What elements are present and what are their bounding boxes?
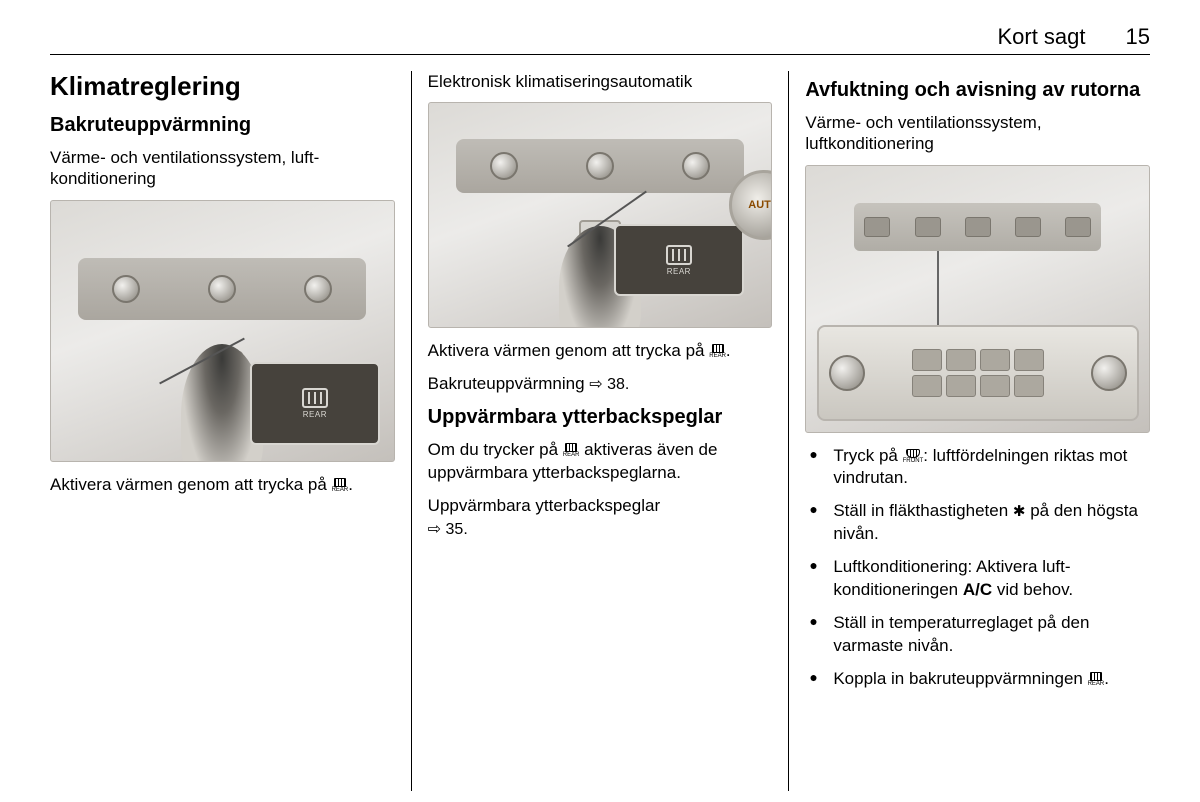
h2-avfuktning: Avfuktning och avisning av rutorna [805,79,1150,102]
dial-icon [112,275,140,303]
rear-label: REAR [667,267,691,276]
front-defrost-icon: FRONT [903,449,924,464]
callout-line-icon [937,251,939,331]
text: Uppvärmbara ytterbackspeglar [428,496,660,515]
h1-klimatreglering: Klimatreglering [50,71,395,102]
dial-icon [829,355,865,391]
hvac-panel [456,139,744,193]
xref-icon: ⇨ 38. [589,376,629,393]
text: Ställ in temperaturreglaget på den varma… [833,613,1089,655]
subhead-c1: Värme- och ventilationssystem, luft­kond… [50,147,395,190]
paragraph-c2-ref1: Bakruteuppvärmning ⇨ 38. [428,373,773,396]
paragraph-c2-ref2: Uppvärmbara ytterbackspeglar ⇨ 35. [428,495,773,541]
dial-icon [208,275,236,303]
dial-icon [304,275,332,303]
button-icon [1014,375,1044,397]
text: Ställ in fläkthastigheten [833,501,1013,520]
dial-icon [1091,355,1127,391]
text: Koppla in bakruteupp­värmningen [833,669,1087,688]
rear-defrost-icon: REAR [332,478,349,493]
callout-rear-button: REAR [614,224,744,296]
button-grid [896,349,1060,397]
page-header: Kort sagt 15 [50,24,1150,55]
text: Aktivera värmen genom att trycka på [50,475,332,494]
button-icon [946,349,976,371]
callout-rear-button: REAR [250,362,380,445]
rear-defrost-icon [666,245,692,265]
h2-bakruteuppvarmning: Bakruteuppvärmning [50,114,395,137]
list-item: Tryck på FRONT : luftfördelningen riktas… [805,445,1150,491]
ac-label: A/C [963,580,992,599]
rear-label: REAR [303,410,327,419]
figure-hvac-defog [805,165,1150,433]
hvac-button-panel [854,203,1101,251]
text: Bakruteuppvärmning [428,374,590,393]
hvac-detail-panel [817,325,1139,421]
column-2: Elektronisk klimatiseringsautomatik REAR… [411,71,789,791]
button-icon [1065,217,1091,237]
list-item: Koppla in bakruteupp­värmningen REAR . [805,668,1150,691]
dial-icon [490,152,518,180]
hvac-panel [78,258,366,320]
paragraph-c2-activate: Aktivera värmen genom att trycka på REAR… [428,340,773,363]
rear-defrost-icon: REAR [1088,672,1105,687]
button-icon [965,217,991,237]
subhead-c3: Värme- och ventilationssystem, luftkondi… [805,112,1150,155]
figure-hvac-auto: REAR AUTO [428,102,773,328]
rear-defrost-icon [302,388,328,408]
text: Tryck på [833,446,902,465]
button-icon [912,349,942,371]
button-icon [980,375,1010,397]
button-icon [980,349,1010,371]
text: . [726,341,731,360]
text: . [1104,669,1109,688]
page-number: 15 [1126,24,1150,50]
rear-defrost-icon: REAR [563,443,580,458]
button-icon [1015,217,1041,237]
list-item: Luftkonditionering: Aktivera luft­kondit… [805,556,1150,602]
button-icon [1014,349,1044,371]
figure-hvac-manual: REAR [50,200,395,462]
column-3: Avfuktning och avisning av rutorna Värme… [788,71,1150,791]
dial-icon [586,152,614,180]
rear-defrost-icon: REAR [709,344,726,359]
fan-icon: ✱ [1013,502,1026,522]
list-item: Ställ in fläkthastigheten ✱ på den högst… [805,500,1150,546]
dial-icon [682,152,710,180]
text: . [348,475,353,494]
xref-icon: ⇨ 35. [428,521,468,538]
subhead-c2: Elektronisk klimatiseringsautomatik [428,71,773,92]
button-icon [946,375,976,397]
button-icon [912,375,942,397]
button-icon [915,217,941,237]
paragraph-c2-mirrors: Om du trycker på REAR aktiveras även de … [428,439,773,485]
text: Aktivera värmen genom att trycka på [428,341,710,360]
column-1: Klimatreglering Bakruteuppvärmning Värme… [50,71,411,791]
list-item: Ställ in temperaturreglaget på den varma… [805,612,1150,658]
h2-ytterbackspeglar: Uppvärmbara ytterbackspeglar [428,406,773,429]
text: vid behov. [992,580,1073,599]
content-columns: Klimatreglering Bakruteuppvärmning Värme… [50,71,1150,791]
paragraph-c1-activate: Aktivera värmen genom att trycka på REAR… [50,474,395,497]
auto-text: AUTO [748,199,772,211]
text: Om du trycker på [428,440,563,459]
instruction-list: Tryck på FRONT : luftfördelningen riktas… [805,445,1150,691]
section-title: Kort sagt [997,24,1085,50]
button-icon [864,217,890,237]
